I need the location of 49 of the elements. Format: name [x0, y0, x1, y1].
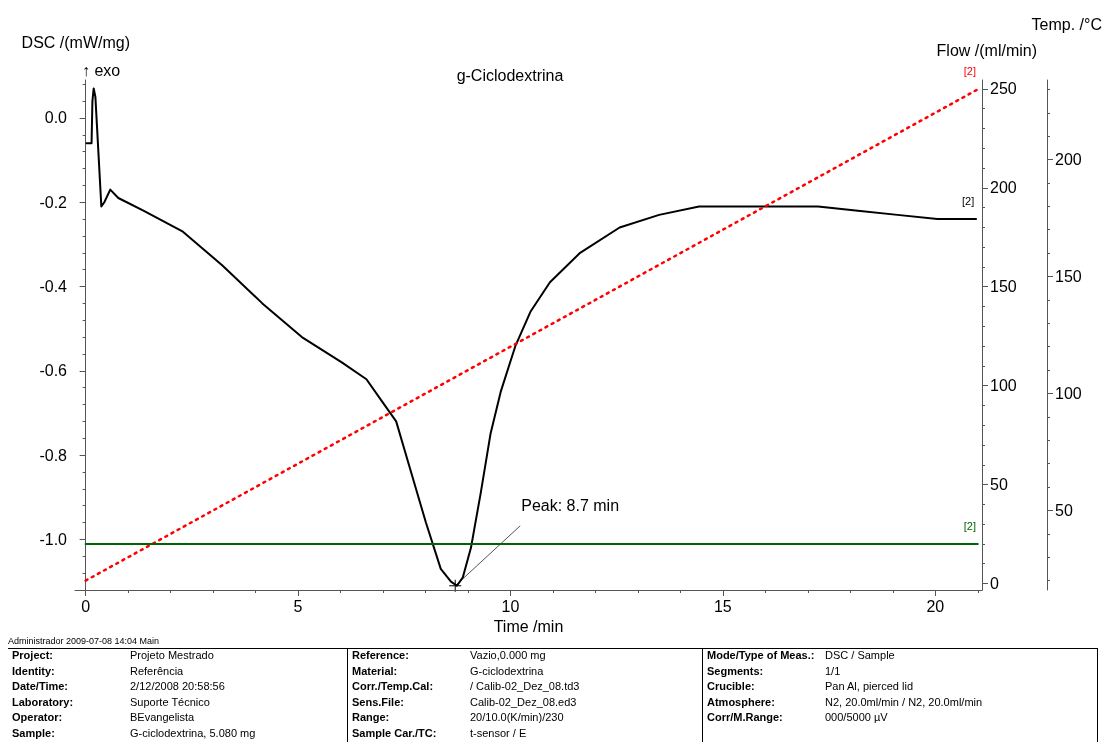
- text: Sens.File: Calib-02_Dez_08.ed3: [352, 695, 577, 708]
- y-tick-label: -0.8: [39, 446, 68, 464]
- series-label: [2]: [963, 65, 976, 78]
- series-label: [2]: [962, 195, 975, 208]
- y-tick-label: -0.6: [39, 362, 68, 380]
- y2-tick-label: 150: [990, 278, 1017, 296]
- x-axis-title: Time /min: [493, 618, 564, 636]
- y-tick-label: 0.0: [44, 109, 68, 127]
- y3-tick-label: 200: [1055, 151, 1082, 169]
- y3-axis-title: Temp. /°C: [1031, 15, 1102, 33]
- text: Operator: BEvangelista: [12, 711, 195, 723]
- text: Identity: Referência: [12, 664, 184, 677]
- x-tick-label: 15: [713, 597, 732, 615]
- y-axis-title: DSC /(mW/mg): [21, 33, 131, 51]
- y2-tick-label: 0: [990, 574, 999, 592]
- chart-title: g-Ciclodextrina: [456, 66, 564, 84]
- text: Reference: Vazio,0.000 mg: [352, 649, 546, 661]
- y2-tick-label: 50: [990, 476, 1008, 494]
- text: Atmosphere: N2, 20.0ml/min / N2, 20.0ml/min: [707, 695, 983, 708]
- x-tick-label: 20: [926, 597, 945, 615]
- text: Segments: 1/1: [707, 664, 841, 677]
- y3-tick-label: 100: [1055, 384, 1082, 402]
- y3-tick-label: 50: [1055, 501, 1073, 519]
- y2-tick-label: 250: [990, 80, 1017, 98]
- text: Range: 20/10.0(K/min)/230: [352, 711, 564, 723]
- text: Mode/Type of Meas.: DSC / Sample: [707, 649, 895, 661]
- x-tick-label: 0: [81, 597, 91, 615]
- text: Sample: G-ciclodextrina, 5.080 mg: [12, 726, 256, 739]
- y-tick-label: -0.4: [39, 278, 68, 296]
- x-tick-label: 5: [293, 597, 303, 615]
- y-tick-label: -1.0: [39, 530, 68, 548]
- y2-tick-label: 200: [990, 179, 1017, 197]
- text: Laboratory: Suporte Técnico: [12, 695, 210, 708]
- text: ↑ exo: [82, 61, 121, 79]
- y-tick-label: -0.2: [39, 193, 68, 211]
- y2-tick-label: 100: [990, 377, 1017, 395]
- x-tick-label: 10: [501, 597, 520, 615]
- text: Material: G-ciclodextrina: [352, 664, 544, 677]
- y3-tick-label: 150: [1055, 268, 1082, 286]
- text: Crucible: Pan Al, pierced lid: [707, 680, 914, 692]
- text: Corr/M.Range: 000/5000 µV: [707, 711, 888, 723]
- text: Administrador 2009-07-08 14:04 Main: [8, 636, 160, 646]
- series-label: [2]: [963, 519, 976, 532]
- text: Sample Car./TC: t-sensor / E: [352, 726, 527, 739]
- annotation: Peak: 8.7 min: [521, 497, 620, 515]
- text: Project: Projeto Mestrado: [12, 649, 214, 661]
- text: Corr./Temp.Cal: / Calib-02_Dez_08.td3: [352, 680, 580, 692]
- text: Date/Time: 2/12/2008 20:58:56: [12, 680, 225, 692]
- y2-axis-title: Flow /(ml/min): [936, 41, 1037, 59]
